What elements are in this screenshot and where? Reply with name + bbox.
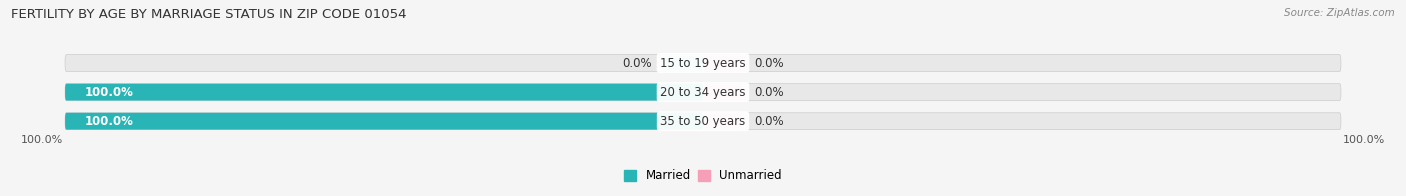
Text: 100.0%: 100.0% xyxy=(84,86,134,99)
FancyBboxPatch shape xyxy=(703,85,741,99)
FancyBboxPatch shape xyxy=(65,84,703,101)
FancyBboxPatch shape xyxy=(65,113,1341,130)
FancyBboxPatch shape xyxy=(65,113,703,130)
Text: 35 to 50 years: 35 to 50 years xyxy=(661,115,745,128)
Text: 100.0%: 100.0% xyxy=(84,115,134,128)
Text: 0.0%: 0.0% xyxy=(754,86,783,99)
FancyBboxPatch shape xyxy=(665,56,703,70)
Text: FERTILITY BY AGE BY MARRIAGE STATUS IN ZIP CODE 01054: FERTILITY BY AGE BY MARRIAGE STATUS IN Z… xyxy=(11,8,406,21)
FancyBboxPatch shape xyxy=(703,56,741,70)
Text: 15 to 19 years: 15 to 19 years xyxy=(661,56,745,70)
Text: 20 to 34 years: 20 to 34 years xyxy=(661,86,745,99)
FancyBboxPatch shape xyxy=(65,84,1341,101)
Legend: Married, Unmarried: Married, Unmarried xyxy=(620,165,786,187)
Text: 100.0%: 100.0% xyxy=(1343,135,1385,145)
FancyBboxPatch shape xyxy=(65,55,1341,72)
Text: Source: ZipAtlas.com: Source: ZipAtlas.com xyxy=(1284,8,1395,18)
Text: 0.0%: 0.0% xyxy=(623,56,652,70)
Text: 100.0%: 100.0% xyxy=(21,135,63,145)
FancyBboxPatch shape xyxy=(703,114,741,128)
Text: 0.0%: 0.0% xyxy=(754,56,783,70)
Text: 0.0%: 0.0% xyxy=(754,115,783,128)
